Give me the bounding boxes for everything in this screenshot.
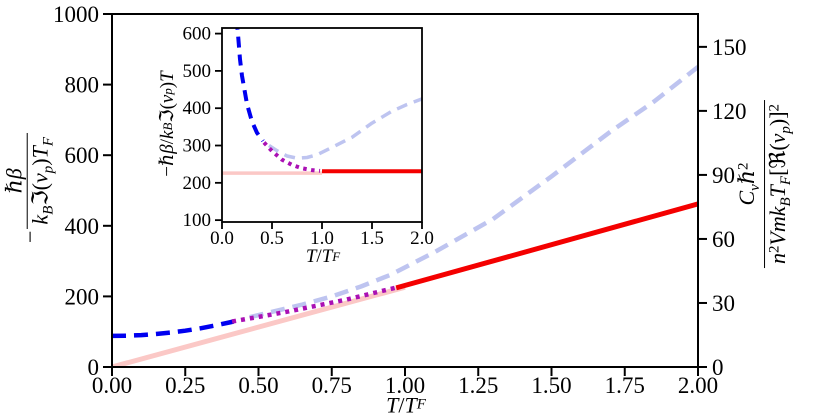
right-label-numerator: Cνℏ2 (734, 162, 763, 206)
main-ytick-right-label: 60 (712, 227, 735, 252)
main-xtick-label: 1.50 (531, 373, 571, 398)
main-ytick-right-label: 120 (712, 99, 747, 124)
main-series-crossover-interpolation (231, 284, 400, 324)
left-label-denominator: kBℑ(νp)TF (26, 133, 58, 229)
main-xtick-label: 0.50 (238, 373, 278, 398)
inset-ylabel: − ℏ β / k B ℑ(ν p) T (157, 71, 179, 177)
main-xtick-label: 0.75 (312, 373, 352, 398)
main-xlabel: T / T F (386, 392, 426, 418)
inset-xtick-label: 0.5 (260, 228, 284, 249)
main-xtick-label: 0.00 (92, 373, 132, 398)
left-label-fraction: ℏβ kBℑ(νp)TF (1, 133, 58, 229)
inset-ytick-left-label: 400 (183, 98, 212, 119)
inset-plot: 0.0 0.5 1.0 1.5 2.0 100 200 300 400 500 600 (183, 24, 434, 249)
inset-xtick-label: 2.0 (410, 228, 434, 249)
inset-frame (221, 27, 423, 223)
inset-ytick-left-label: 100 (183, 210, 212, 231)
inset-ytick-left-label: 600 (183, 24, 212, 45)
inset-series-degenerate-expansion (235, 28, 265, 143)
main-ytick-right-label: 150 (712, 35, 747, 60)
main-ytick-right-label: 90 (712, 163, 735, 188)
left-label-numerator: ℏβ (1, 168, 27, 194)
main-ytick-left-label: 800 (65, 73, 100, 98)
inset-series-crossover-interpolation (262, 141, 321, 173)
main-ytick-left-label: 200 (65, 284, 100, 309)
right-label-fraction: Cνℏ2 n2VmkBTF[ℜ(νp)]2 (734, 99, 795, 269)
main-ytick-left-label: 600 (65, 143, 100, 168)
main-ytick-left-label: 1000 (53, 2, 99, 27)
inset-series-full-result (268, 97, 422, 160)
main-series-classical-limit-extrapolated (112, 284, 406, 367)
inset-xtick-label: 1.0 (310, 228, 334, 249)
main-xtick-label: 1.00 (385, 373, 425, 398)
main-ytick-right-label: 0 (712, 355, 724, 380)
inset-ytick-left-label: 300 (183, 136, 212, 157)
main-right-axis-label: Cνℏ2 n2VmkBTF[ℜ(νp)]2 (734, 99, 795, 270)
main-xtick-label: 0.25 (165, 373, 205, 398)
main-ytick-left-label: 400 (65, 214, 100, 239)
inset-xlabel: T / T F (305, 246, 341, 268)
right-label-denominator: n2VmkBTF[ℜ(νp)]2 (764, 99, 795, 269)
main-left-axis-label: − ℏβ kBℑ(νp)TF (1, 133, 58, 243)
inset-ytick-left-label: 200 (183, 173, 212, 194)
inset-xtick-label: 1.5 (360, 228, 384, 249)
left-label-minus: − (17, 230, 43, 243)
main-series-classical-limit (395, 201, 698, 291)
inset-xtick-label: 0.0 (210, 228, 234, 249)
main-plot: 0.00 0.25 0.50 0.75 1.00 1.25 1.50 1.75 2.000200… (53, 2, 747, 398)
main-xtick-label: 1.25 (458, 373, 498, 398)
main-ytick-right-label: 30 (712, 291, 735, 316)
main-ytick-left-label: 0 (88, 355, 100, 380)
inset-ytick-left-label: 500 (183, 61, 212, 82)
main-series-degenerate-expansion (112, 319, 235, 339)
main-xtick-label: 2.00 (678, 373, 718, 398)
main-series-full-result (249, 65, 698, 320)
main-xtick-label: 1.75 (605, 373, 645, 398)
